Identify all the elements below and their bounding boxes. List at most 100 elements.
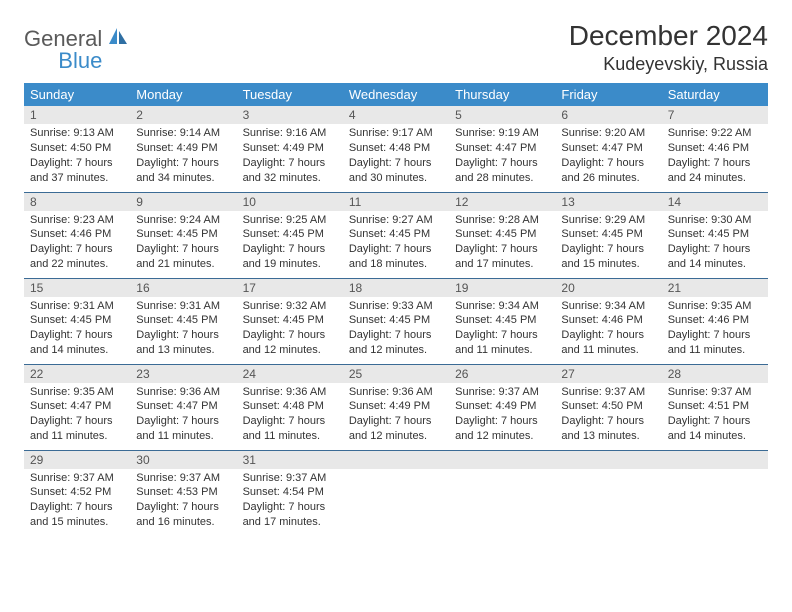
sunrise-text: Sunrise: 9:23 AM bbox=[30, 213, 124, 228]
calendar-cell: 1Sunrise: 9:13 AMSunset: 4:50 PMDaylight… bbox=[24, 106, 130, 192]
sunrise-text: Sunrise: 9:34 AM bbox=[561, 299, 655, 314]
sunrise-text: Sunrise: 9:14 AM bbox=[136, 126, 230, 141]
daylight-text: and 13 minutes. bbox=[136, 343, 230, 358]
day-content: Sunrise: 9:30 AMSunset: 4:45 PMDaylight:… bbox=[662, 211, 768, 276]
day-number bbox=[555, 451, 661, 469]
sunset-text: Sunset: 4:45 PM bbox=[349, 313, 443, 328]
day-number: 23 bbox=[130, 365, 236, 383]
daylight-text: Daylight: 7 hours bbox=[136, 328, 230, 343]
day-content: Sunrise: 9:37 AMSunset: 4:51 PMDaylight:… bbox=[662, 383, 768, 448]
daylight-text: Daylight: 7 hours bbox=[243, 242, 337, 257]
location: Kudeyevskiy, Russia bbox=[569, 54, 768, 75]
daylight-text: Daylight: 7 hours bbox=[561, 242, 655, 257]
daylight-text: and 21 minutes. bbox=[136, 257, 230, 272]
day-number: 11 bbox=[343, 193, 449, 211]
sunset-text: Sunset: 4:50 PM bbox=[30, 141, 124, 156]
day-content: Sunrise: 9:14 AMSunset: 4:49 PMDaylight:… bbox=[130, 124, 236, 189]
weekday-header: Thursday bbox=[449, 83, 555, 106]
daylight-text: Daylight: 7 hours bbox=[30, 328, 124, 343]
daylight-text: Daylight: 7 hours bbox=[243, 500, 337, 515]
weekday-header: Sunday bbox=[24, 83, 130, 106]
daylight-text: and 28 minutes. bbox=[455, 171, 549, 186]
day-number: 19 bbox=[449, 279, 555, 297]
weekday-header-row: Sunday Monday Tuesday Wednesday Thursday… bbox=[24, 83, 768, 106]
sunrise-text: Sunrise: 9:36 AM bbox=[349, 385, 443, 400]
sunrise-text: Sunrise: 9:33 AM bbox=[349, 299, 443, 314]
sunrise-text: Sunrise: 9:28 AM bbox=[455, 213, 549, 228]
weekday-header: Saturday bbox=[662, 83, 768, 106]
daylight-text: Daylight: 7 hours bbox=[455, 156, 549, 171]
day-number bbox=[662, 451, 768, 469]
day-content: Sunrise: 9:35 AMSunset: 4:46 PMDaylight:… bbox=[662, 297, 768, 362]
calendar-cell: 15Sunrise: 9:31 AMSunset: 4:45 PMDayligh… bbox=[24, 278, 130, 364]
sunrise-text: Sunrise: 9:16 AM bbox=[243, 126, 337, 141]
sunset-text: Sunset: 4:48 PM bbox=[349, 141, 443, 156]
day-number: 13 bbox=[555, 193, 661, 211]
day-number: 20 bbox=[555, 279, 661, 297]
daylight-text: Daylight: 7 hours bbox=[455, 414, 549, 429]
day-content: Sunrise: 9:24 AMSunset: 4:45 PMDaylight:… bbox=[130, 211, 236, 276]
daylight-text: and 12 minutes. bbox=[349, 343, 443, 358]
day-number: 9 bbox=[130, 193, 236, 211]
day-content: Sunrise: 9:29 AMSunset: 4:45 PMDaylight:… bbox=[555, 211, 661, 276]
day-number: 1 bbox=[24, 106, 130, 124]
sunset-text: Sunset: 4:49 PM bbox=[349, 399, 443, 414]
calendar-cell: 27Sunrise: 9:37 AMSunset: 4:50 PMDayligh… bbox=[555, 364, 661, 450]
calendar-cell bbox=[662, 450, 768, 536]
calendar-cell: 18Sunrise: 9:33 AMSunset: 4:45 PMDayligh… bbox=[343, 278, 449, 364]
sunrise-text: Sunrise: 9:35 AM bbox=[668, 299, 762, 314]
daylight-text: and 14 minutes. bbox=[668, 257, 762, 272]
calendar-cell: 10 Sunrise: 9:25 AMSunset: 4:45 PMDayligh… bbox=[237, 192, 343, 278]
calendar-cell: 7Sunrise: 9:22 AMSunset: 4:46 PMDaylight… bbox=[662, 106, 768, 192]
calendar-cell: 23Sunrise: 9:36 AMSunset: 4:47 PMDayligh… bbox=[130, 364, 236, 450]
day-content: Sunrise: 9:28 AMSunset: 4:45 PMDaylight:… bbox=[449, 211, 555, 276]
sunrise-text: Sunrise: 9:35 AM bbox=[30, 385, 124, 400]
day-number: 10 bbox=[237, 193, 343, 211]
sunrise-text: Sunrise: 9:25 AM bbox=[243, 213, 337, 228]
sunset-text: Sunset: 4:51 PM bbox=[668, 399, 762, 414]
daylight-text: Daylight: 7 hours bbox=[455, 242, 549, 257]
daylight-text: and 17 minutes. bbox=[243, 515, 337, 530]
day-content: Sunrise: 9:22 AMSunset: 4:46 PMDaylight:… bbox=[662, 124, 768, 189]
day-content: Sunrise: 9:19 AMSunset: 4:47 PMDaylight:… bbox=[449, 124, 555, 189]
calendar-cell: 8Sunrise: 9:23 AMSunset: 4:46 PMDaylight… bbox=[24, 192, 130, 278]
calendar-cell bbox=[555, 450, 661, 536]
daylight-text: and 13 minutes. bbox=[561, 429, 655, 444]
day-number: 28 bbox=[662, 365, 768, 383]
day-content: Sunrise: 9:34 AMSunset: 4:46 PMDaylight:… bbox=[555, 297, 661, 362]
day-number: 8 bbox=[24, 193, 130, 211]
sunset-text: Sunset: 4:45 PM bbox=[455, 313, 549, 328]
calendar-cell: 24Sunrise: 9:36 AMSunset: 4:48 PMDayligh… bbox=[237, 364, 343, 450]
calendar-cell: 28Sunrise: 9:37 AMSunset: 4:51 PMDayligh… bbox=[662, 364, 768, 450]
day-content bbox=[662, 469, 768, 475]
sunset-text: Sunset: 4:45 PM bbox=[243, 227, 337, 242]
sunset-text: Sunset: 4:46 PM bbox=[561, 313, 655, 328]
daylight-text: and 16 minutes. bbox=[136, 515, 230, 530]
day-content: Sunrise: 9:13 AMSunset: 4:50 PMDaylight:… bbox=[24, 124, 130, 189]
daylight-text: Daylight: 7 hours bbox=[561, 328, 655, 343]
sunset-text: Sunset: 4:46 PM bbox=[668, 141, 762, 156]
daylight-text: Daylight: 7 hours bbox=[349, 156, 443, 171]
sunrise-text: Sunrise: 9:31 AM bbox=[136, 299, 230, 314]
daylight-text: Daylight: 7 hours bbox=[136, 414, 230, 429]
calendar-row: 8Sunrise: 9:23 AMSunset: 4:46 PMDaylight… bbox=[24, 192, 768, 278]
sunset-text: Sunset: 4:45 PM bbox=[668, 227, 762, 242]
calendar-cell: 5Sunrise: 9:19 AMSunset: 4:47 PMDaylight… bbox=[449, 106, 555, 192]
sunset-text: Sunset: 4:48 PM bbox=[243, 399, 337, 414]
calendar-cell: 19Sunrise: 9:34 AMSunset: 4:45 PMDayligh… bbox=[449, 278, 555, 364]
sunrise-text: Sunrise: 9:13 AM bbox=[30, 126, 124, 141]
weekday-header: Monday bbox=[130, 83, 236, 106]
sunset-text: Sunset: 4:45 PM bbox=[30, 313, 124, 328]
daylight-text: and 14 minutes. bbox=[668, 429, 762, 444]
day-content: Sunrise: 9:36 AMSunset: 4:48 PMDaylight:… bbox=[237, 383, 343, 448]
sunrise-text: Sunrise: 9:31 AM bbox=[30, 299, 124, 314]
day-content bbox=[343, 469, 449, 475]
sunset-text: Sunset: 4:47 PM bbox=[30, 399, 124, 414]
calendar-cell: 3Sunrise: 9:16 AMSunset: 4:49 PMDaylight… bbox=[237, 106, 343, 192]
day-content: Sunrise: 9:37 AMSunset: 4:52 PMDaylight:… bbox=[24, 469, 130, 534]
calendar-cell: 22Sunrise: 9:35 AMSunset: 4:47 PMDayligh… bbox=[24, 364, 130, 450]
daylight-text: Daylight: 7 hours bbox=[668, 156, 762, 171]
calendar-cell: 26Sunrise: 9:37 AMSunset: 4:49 PMDayligh… bbox=[449, 364, 555, 450]
calendar-cell bbox=[343, 450, 449, 536]
day-content: Sunrise: 9:36 AMSunset: 4:49 PMDaylight:… bbox=[343, 383, 449, 448]
